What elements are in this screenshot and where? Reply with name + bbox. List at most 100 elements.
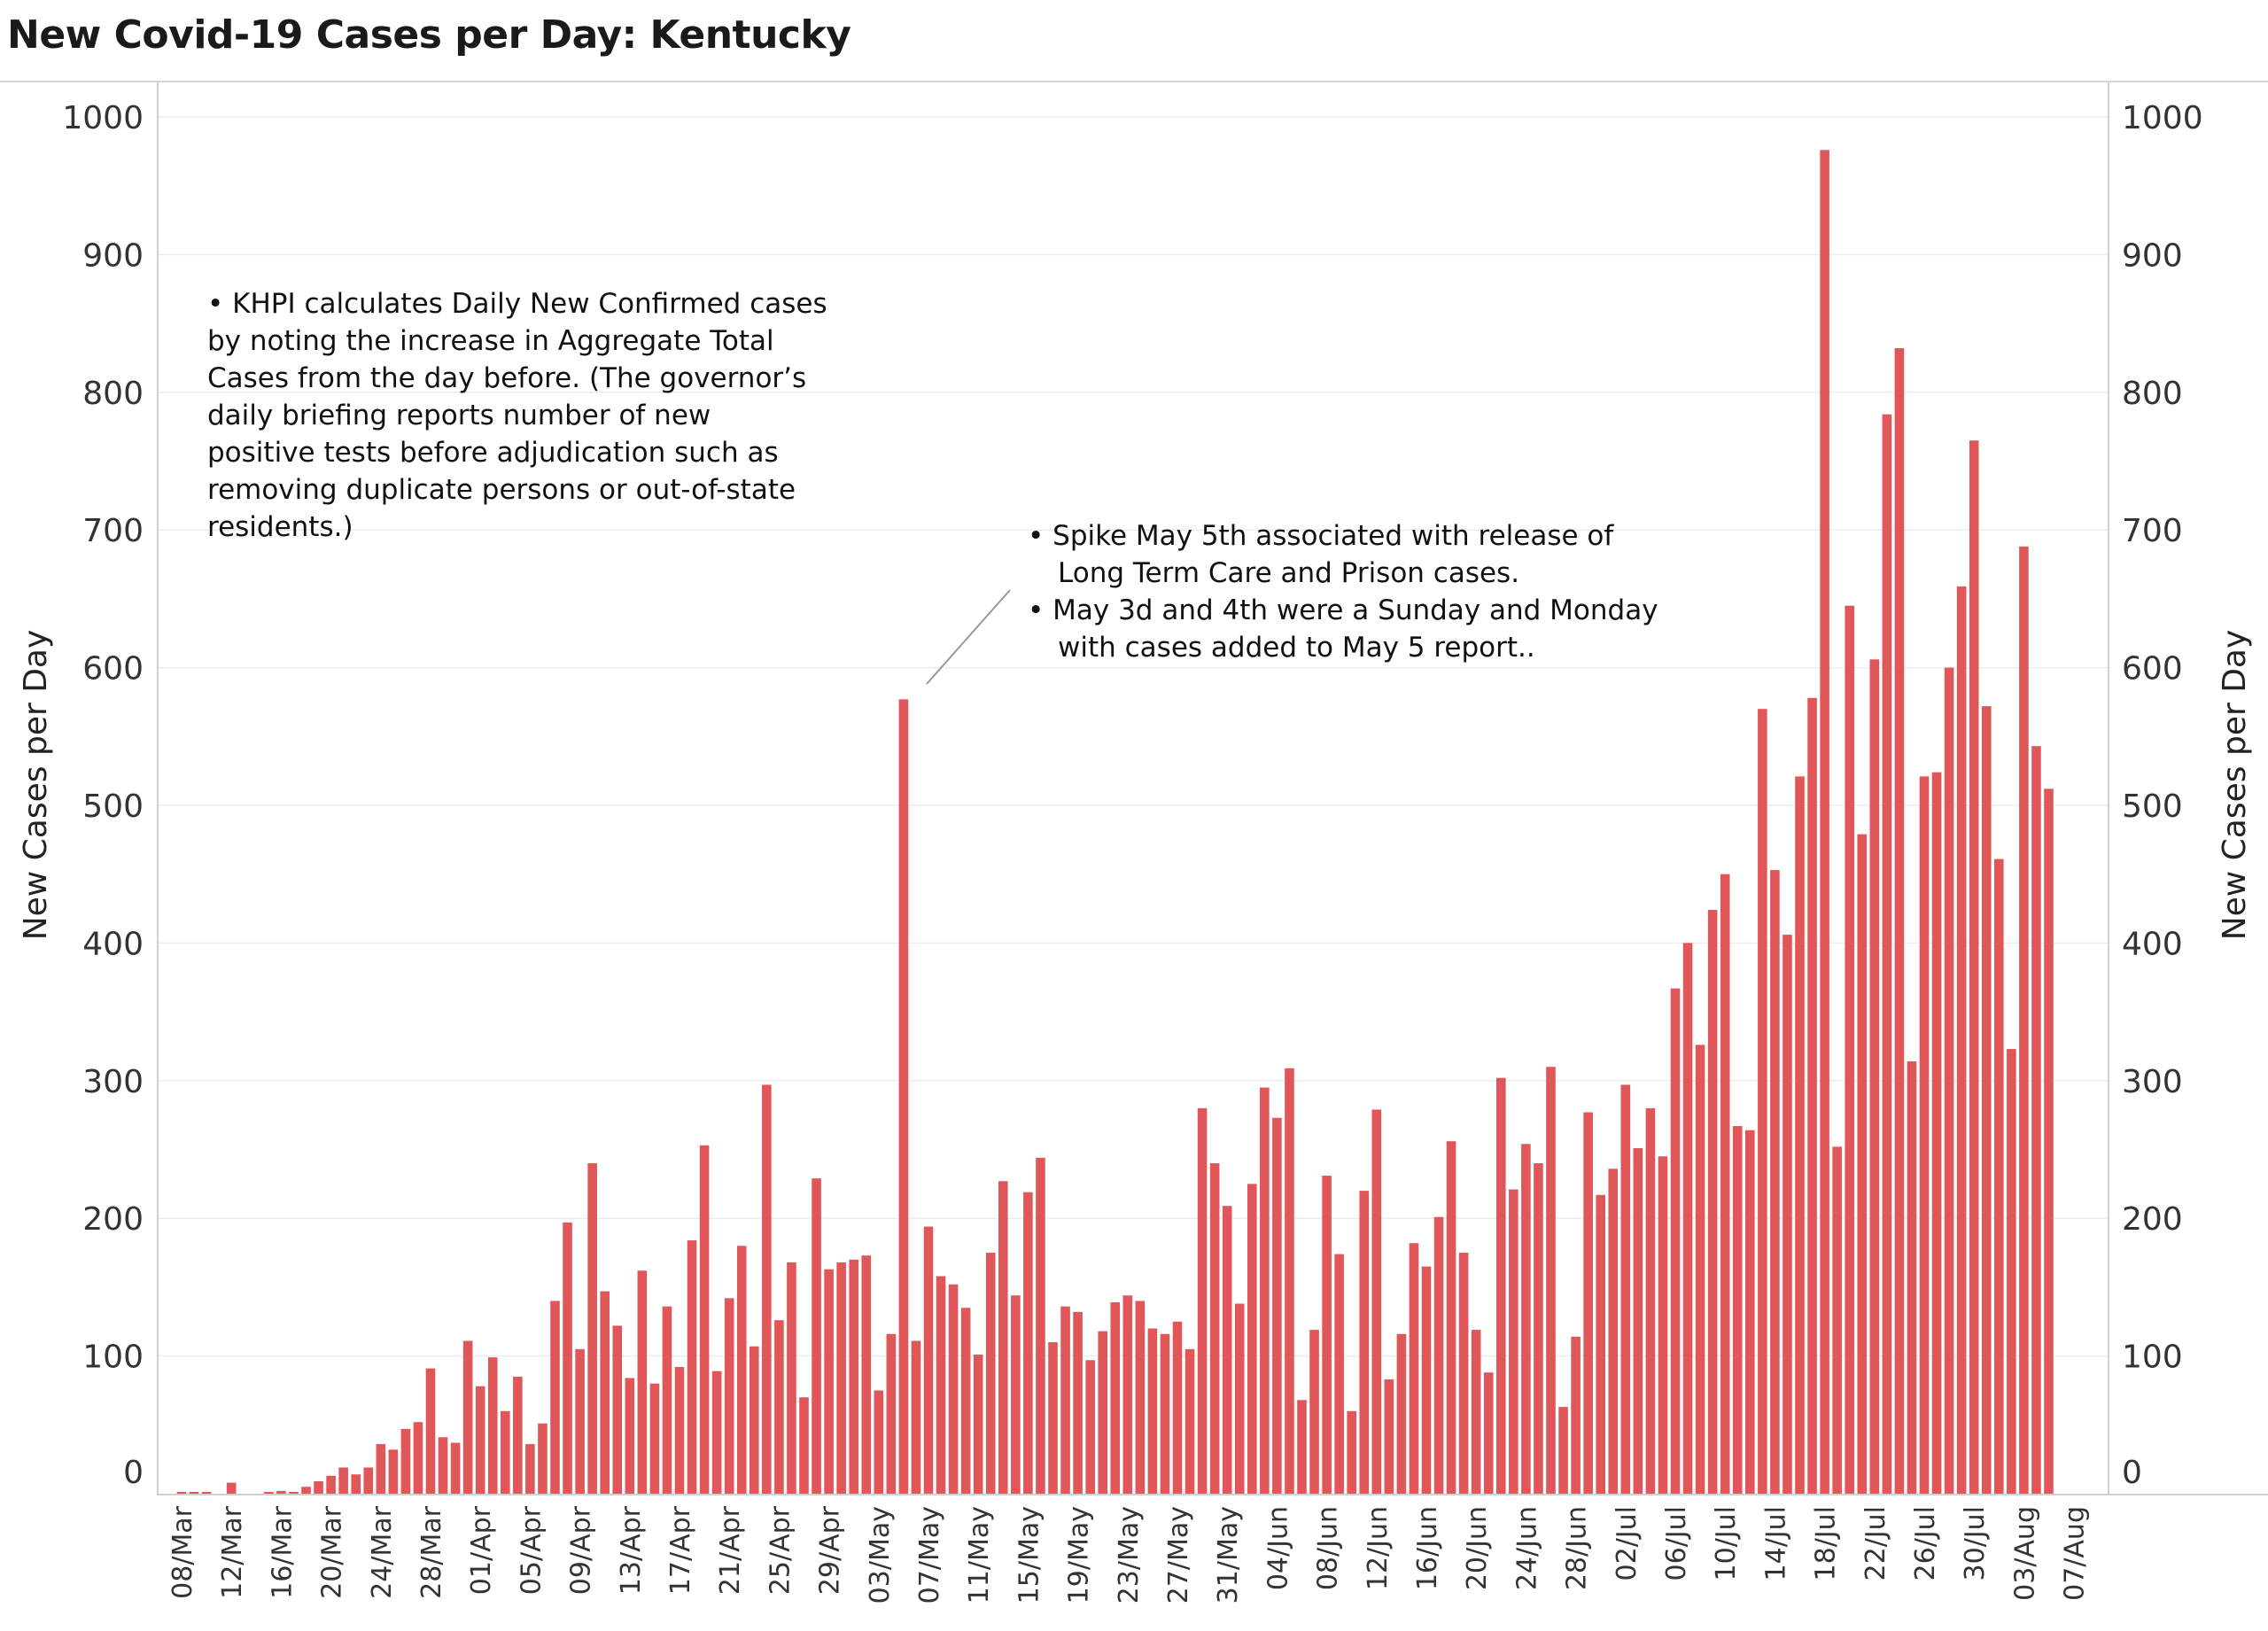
bar (2019, 546, 2029, 1494)
bar (1285, 1068, 1294, 1494)
x-tick-label: 24/Mar (367, 1505, 398, 1599)
bar (1795, 776, 1805, 1494)
bar (1036, 1157, 1045, 1494)
bar (1098, 1331, 1107, 1494)
bar (824, 1269, 834, 1494)
bar (750, 1346, 759, 1494)
bar-series (176, 150, 2054, 1495)
x-tick-label: 28/Mar (416, 1505, 447, 1599)
bar (289, 1492, 299, 1494)
bar (1135, 1301, 1146, 1494)
bar (1359, 1191, 1370, 1494)
bar (1147, 1328, 1158, 1494)
y-tick-label: 600 (2122, 651, 2183, 687)
x-tick-label: 17/Apr (665, 1505, 696, 1595)
bar (1981, 706, 1992, 1494)
x-axis-ticks: 08/Mar 12/Mar 16/Mar 20/Mar 24/Mar 28/Mar 01/A… (167, 1505, 2091, 1604)
bar (1458, 1253, 1469, 1494)
annotation-line: with cases added to May 5 report.. (1058, 632, 1535, 664)
annotation-line: • May 3d and 4th were a Sunday and Monda… (1028, 594, 1658, 626)
y-tick-label: 400 (2122, 926, 2183, 962)
bar (1758, 709, 1767, 1494)
y-tick-label: 800 (2122, 376, 2183, 412)
bar (1222, 1206, 1232, 1494)
x-tick-label: 02/Jul (1612, 1506, 1643, 1581)
bar (1720, 874, 1730, 1494)
bar (1322, 1176, 1332, 1494)
bar (1583, 1112, 1593, 1494)
bar (1509, 1189, 1518, 1494)
bar (1695, 1045, 1705, 1494)
chart-title: New Covid-19 Cases per Day: Kentucky (7, 12, 851, 58)
y-tick-label: 900 (82, 237, 144, 274)
annotation-line: daily briefing reports number of new (207, 400, 711, 431)
bar (687, 1240, 697, 1494)
x-tick-label: 08/Mar (167, 1505, 198, 1599)
bar (1396, 1333, 1407, 1494)
bar (1371, 1109, 1382, 1494)
x-tick-label: 04/Jun (1262, 1506, 1293, 1590)
bar (201, 1492, 212, 1494)
bar (538, 1423, 548, 1494)
bar (948, 1284, 959, 1494)
y-tick-label: 300 (2122, 1064, 2183, 1100)
bar (1234, 1303, 1245, 1494)
bar (226, 1482, 237, 1494)
y-tick-label: 100 (82, 1340, 144, 1376)
annotation-line: by noting the increase in Aggregate Tota… (207, 325, 774, 357)
bar (1857, 834, 1868, 1494)
x-tick-label: 14/Jul (1760, 1506, 1791, 1581)
bar (787, 1262, 796, 1494)
bar (376, 1444, 386, 1494)
bar (1558, 1407, 1568, 1494)
bar (1260, 1087, 1270, 1494)
bar (1011, 1295, 1021, 1494)
y-tick-label: 300 (82, 1064, 144, 1100)
bar (550, 1301, 560, 1494)
x-tick-label: 25/Apr (765, 1505, 796, 1595)
x-tick-label: 19/May (1064, 1506, 1095, 1604)
bar (1969, 440, 1979, 1495)
bar (1085, 1360, 1095, 1494)
x-tick-label: 24/Jun (1511, 1506, 1542, 1590)
y-tick-label: 100 (2122, 1340, 2183, 1376)
bar (388, 1449, 399, 1494)
bar (1521, 1144, 1531, 1494)
bar (1347, 1410, 1356, 1494)
y-tick-label: 500 (82, 788, 144, 825)
bar (1845, 605, 1854, 1494)
x-tick-label: 29/Apr (815, 1505, 846, 1595)
annotation-line: removing duplicate persons or out-of-sta… (207, 474, 796, 506)
x-tick-label: 22/Jul (1860, 1506, 1891, 1581)
bar (1060, 1306, 1070, 1494)
bar (351, 1474, 361, 1494)
bar (1110, 1301, 1121, 1494)
x-tick-label: 05/Apr (516, 1505, 547, 1595)
bar (649, 1383, 660, 1494)
bar (1471, 1330, 1481, 1494)
y-tick-label: 1000 (62, 100, 144, 136)
bar (525, 1444, 535, 1494)
bar (1745, 1130, 1755, 1494)
bar (1571, 1336, 1581, 1494)
bar (1073, 1311, 1083, 1494)
bar (1682, 943, 1693, 1494)
bar (699, 1145, 710, 1494)
bar (1247, 1184, 1257, 1494)
annotation-line: • KHPI calculates Daily New Confirmed ca… (207, 288, 827, 320)
x-tick-label: 28/Jun (1562, 1506, 1593, 1590)
bar (1496, 1077, 1506, 1494)
x-tick-label: 18/Jul (1811, 1506, 1842, 1581)
bar (1048, 1342, 1058, 1494)
bar (1658, 1156, 1668, 1494)
y-tick-label: 800 (82, 376, 144, 412)
bar (1931, 772, 1942, 1494)
bar (1894, 348, 1905, 1494)
bar (563, 1222, 572, 1494)
bar (849, 1259, 858, 1494)
bar (960, 1308, 971, 1494)
y-axis-left-ticks: 0 100 200 300 400 500 600 700 800 900 1000 (62, 100, 144, 1491)
bar (1160, 1333, 1170, 1494)
bar (1882, 414, 1892, 1494)
bar (1869, 659, 1880, 1494)
